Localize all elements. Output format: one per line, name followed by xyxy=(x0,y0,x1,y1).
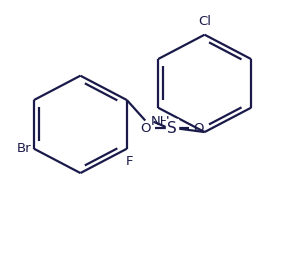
Text: O: O xyxy=(193,122,204,135)
Text: S: S xyxy=(167,121,177,136)
Text: Cl: Cl xyxy=(198,15,211,28)
Text: NH: NH xyxy=(150,115,170,128)
Text: Br: Br xyxy=(17,142,31,155)
Text: O: O xyxy=(141,122,151,135)
Text: F: F xyxy=(126,155,133,168)
